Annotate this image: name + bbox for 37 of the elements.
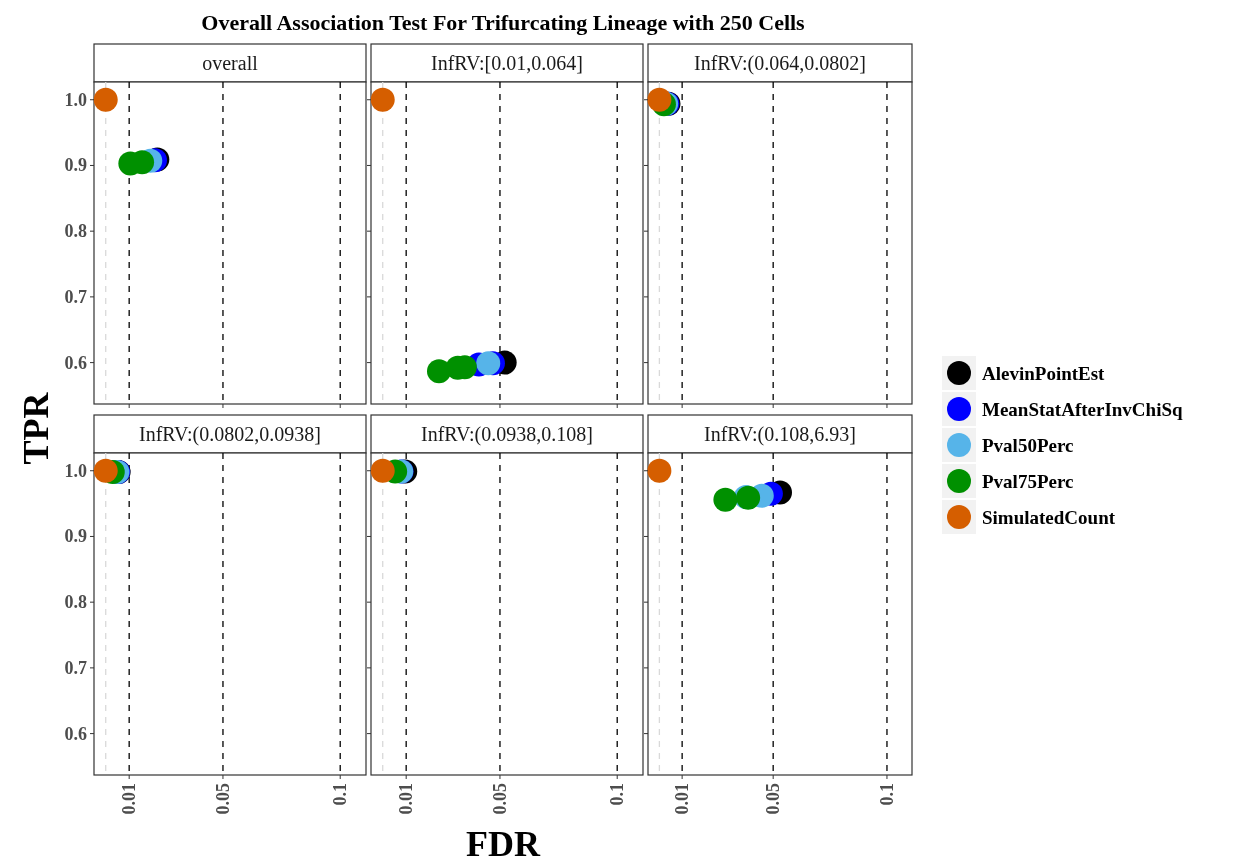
x-tick-label: 0.05 [763, 783, 784, 815]
chart-subtitle: InfRV:(0.0938,0.108] [421, 423, 593, 446]
x-tick-label: 0.01 [119, 783, 140, 815]
x-tick-label: 0.01 [672, 783, 693, 815]
x-tick-label: 0.1 [330, 783, 351, 806]
y-tick-label: 0.8 [64, 221, 87, 242]
legend-label: SimulatedCount [982, 507, 1116, 528]
chart-subtitle: InfRV:(0.064,0.0802] [694, 52, 866, 75]
point [93, 87, 118, 112]
chart-subtitle: InfRV:(0.0802,0.0938] [139, 423, 321, 446]
legend-label: Pval50Perc [982, 435, 1074, 456]
text: Overall Association Test For Trifurcating Lineage with 250 Cells [201, 10, 806, 35]
y-tick-label: 0.7 [64, 657, 87, 678]
point [713, 487, 738, 512]
y-tick-label: 0.6 [64, 352, 87, 373]
x-tick-label: 0.05 [212, 783, 233, 815]
chart-subtitle: InfRV:[0.01,0.064] [431, 52, 583, 74]
point [647, 458, 672, 483]
x-tick-label: 0.01 [396, 783, 417, 815]
y-axis-title: TPR [16, 391, 56, 465]
y-tick-label: 1.0 [64, 89, 87, 110]
y-tick-label: 0.9 [64, 526, 87, 547]
y-tick-label: 1.0 [64, 460, 87, 481]
y-tick-label: 0.9 [64, 155, 87, 176]
y-tick-label: 0.7 [64, 286, 87, 307]
legend-label: AlevinPointEst [982, 363, 1106, 384]
x-axis-title: FDR [466, 824, 541, 863]
legend-label: MeanStatAfterInvChiSq [982, 399, 1183, 420]
chart-subtitle: InfRV:(0.108,6.93] [704, 423, 856, 446]
x-tick-label: 0.1 [607, 783, 628, 806]
y-tick-label: 0.6 [64, 723, 87, 744]
legend-label: Pval75Perc [982, 471, 1074, 492]
point [370, 87, 395, 112]
y-tick-label: 0.8 [64, 592, 87, 613]
x-tick-label: 0.1 [876, 783, 897, 806]
chart-subtitle: overall [202, 52, 259, 74]
x-tick-label: 0.05 [489, 783, 510, 815]
